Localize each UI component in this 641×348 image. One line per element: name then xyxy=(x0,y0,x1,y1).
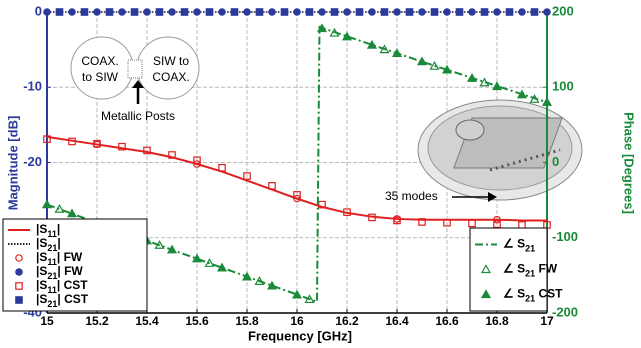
point xyxy=(16,269,22,275)
point xyxy=(219,9,225,15)
x-tick-label: 15.2 xyxy=(85,314,109,328)
x-tick-label: 16.4 xyxy=(385,314,409,328)
point xyxy=(319,9,325,15)
x-axis-label: Frequency [GHz] xyxy=(248,328,352,343)
point xyxy=(419,9,425,15)
point xyxy=(16,297,22,303)
point xyxy=(519,9,525,15)
point xyxy=(394,9,400,15)
point xyxy=(444,9,450,15)
point xyxy=(131,9,137,15)
x-tick-label: 16 xyxy=(290,314,304,328)
y-tick-label: -20 xyxy=(23,154,42,169)
x-tick-label: 16.6 xyxy=(435,314,459,328)
point xyxy=(156,9,162,15)
legend: ∠ S21∠ S21 FW∠ S21 CST xyxy=(470,228,563,311)
x-tick-label: 16.8 xyxy=(485,314,509,328)
point xyxy=(369,9,375,15)
point xyxy=(356,9,362,15)
y2-tick-label: 0 xyxy=(552,154,559,169)
point xyxy=(244,9,250,15)
point xyxy=(531,9,537,15)
y2-tick-label: -100 xyxy=(552,229,578,244)
point xyxy=(94,9,100,15)
point xyxy=(506,9,512,15)
point xyxy=(144,9,150,15)
y-tick-label: 0 xyxy=(35,3,42,18)
point xyxy=(494,9,500,15)
point xyxy=(256,9,262,15)
y-tick-label: -10 xyxy=(23,79,42,94)
point xyxy=(119,9,125,15)
point xyxy=(431,9,437,15)
point xyxy=(294,9,300,15)
point xyxy=(331,9,337,15)
x-tick-label: 15.6 xyxy=(185,314,209,328)
point xyxy=(231,9,237,15)
point xyxy=(269,9,275,15)
point xyxy=(469,9,475,15)
annotation: COAX. xyxy=(81,54,118,68)
point xyxy=(456,9,462,15)
structure-inset xyxy=(418,100,582,200)
point xyxy=(481,9,487,15)
point xyxy=(106,9,112,15)
annotation: to SIW xyxy=(82,70,119,84)
y-axis-label: Magnitude [dB] xyxy=(5,116,20,211)
x-tick-label: 15 xyxy=(40,314,54,328)
point xyxy=(344,9,350,15)
x-tick-label: 16.2 xyxy=(335,314,359,328)
point xyxy=(194,9,200,15)
y2-tick-label: -200 xyxy=(552,304,578,319)
legend: |S11||S21||S11| FW|S21| FW|S11| CST|S21|… xyxy=(3,219,147,311)
point xyxy=(306,9,312,15)
point xyxy=(206,9,212,15)
point xyxy=(281,9,287,15)
point xyxy=(406,9,412,15)
point xyxy=(381,9,387,15)
annotation: Metallic Posts xyxy=(101,109,175,123)
annotation: SIW to xyxy=(153,54,189,68)
y2-axis-label: Phase [Degrees] xyxy=(622,112,637,214)
y2-tick-label: 200 xyxy=(552,3,574,18)
point xyxy=(56,9,62,15)
point xyxy=(81,9,87,15)
y2-tick-label: 100 xyxy=(552,79,574,94)
point xyxy=(44,9,50,15)
annotation: COAX. xyxy=(152,70,189,84)
point xyxy=(544,9,550,15)
point xyxy=(169,9,175,15)
annotation: 35 modes xyxy=(385,189,438,203)
point xyxy=(69,9,75,15)
point xyxy=(181,9,187,15)
chart: COAX. to SIW SIW to COAX. Metallic Posts… xyxy=(0,0,641,348)
x-tick-label: 15.4 xyxy=(135,314,159,328)
x-tick-label: 15.8 xyxy=(235,314,259,328)
